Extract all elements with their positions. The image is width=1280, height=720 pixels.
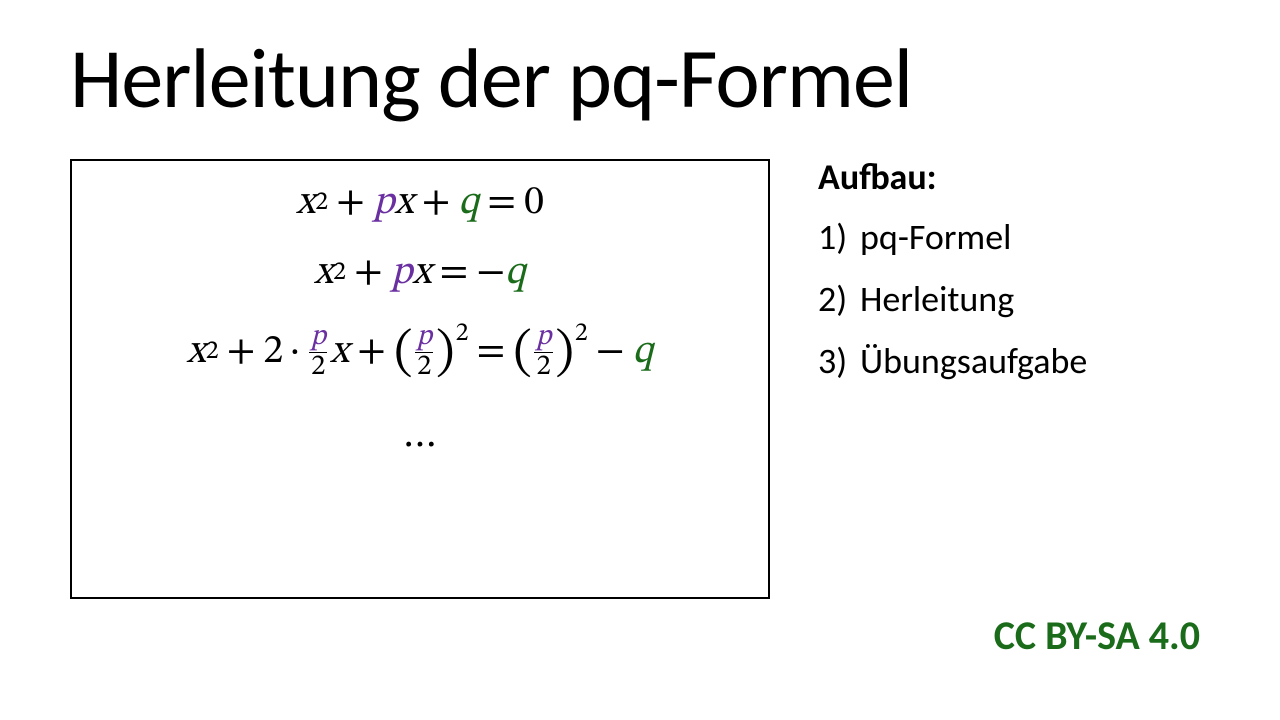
sym-x: x xyxy=(330,332,349,372)
sidebar-item-label: pq-Formel xyxy=(860,219,1011,255)
op-minus: − xyxy=(476,253,505,293)
paren-close: ) xyxy=(555,328,574,380)
frac-p-2: p 2 xyxy=(534,323,553,382)
paren-open: ( xyxy=(513,328,532,380)
sym-sq: 2 xyxy=(333,260,346,286)
slide: Herleitung der pq-Formel x2 + px + q = 0… xyxy=(0,0,1280,720)
formula-box: x2 + px + q = 0 x2 + px = −q x2 + 2 xyxy=(70,159,770,599)
op-eq: = xyxy=(487,183,516,223)
sidebar-item-label: Herleitung xyxy=(860,281,1014,317)
sym-p: p xyxy=(373,183,394,223)
equation-3: x2 + 2 · p 2 x + ( p 2 ) 2 xyxy=(187,323,654,382)
sym-sq: 2 xyxy=(456,321,469,347)
sym-zero: 0 xyxy=(524,183,544,223)
op-cdot: · xyxy=(289,332,300,372)
license-badge: CC BY-SA 4.0 xyxy=(994,611,1200,660)
sidebar-item-number: 2) xyxy=(818,281,860,317)
sidebar-item-label: Übungsaufgabe xyxy=(860,343,1087,379)
sidebar-item-number: 1) xyxy=(818,219,860,255)
sym-sq: 2 xyxy=(315,190,328,216)
sym-two: 2 xyxy=(415,352,433,382)
op-eq: = xyxy=(476,332,505,372)
sym-x: x xyxy=(394,183,413,223)
sidebar-item-number: 3) xyxy=(818,343,860,379)
sidebar-item: 1) pq-Formel xyxy=(818,219,1087,255)
sym-q: q xyxy=(458,183,479,223)
sym-two: 2 xyxy=(309,352,327,382)
sym-two: 2 xyxy=(534,352,552,382)
equation-1: x2 + px + q = 0 xyxy=(296,183,544,223)
ellipsis: … xyxy=(402,416,437,456)
sym-p: p xyxy=(534,323,553,352)
sidebar-item: 2) Herleitung xyxy=(818,281,1087,317)
sym-x: x xyxy=(412,253,431,293)
equation-2: x2 + px = −q xyxy=(314,253,526,293)
p-over-2-squared: ( p 2 ) 2 xyxy=(394,323,469,382)
p-over-2-squared: ( p 2 ) 2 xyxy=(513,323,588,382)
frac-p-2: p 2 xyxy=(415,323,434,382)
sym-p: p xyxy=(415,323,434,352)
frac-p-2: p 2 xyxy=(309,323,328,382)
sym-p: p xyxy=(391,253,412,293)
sym-x: x xyxy=(314,253,333,293)
sym-sq: 2 xyxy=(575,321,588,347)
sym-sq: 2 xyxy=(206,339,219,365)
sidebar: Aufbau: 1) pq-Formel 2) Herleitung 3) Üb… xyxy=(818,159,1087,599)
sym-q: q xyxy=(505,253,526,293)
op-minus: − xyxy=(596,332,625,372)
sym-x: x xyxy=(296,183,315,223)
sidebar-heading: Aufbau: xyxy=(818,159,1087,195)
op-plus: + xyxy=(336,183,365,223)
op-plus: + xyxy=(422,183,451,223)
op-plus: + xyxy=(227,332,256,372)
sym-two: 2 xyxy=(263,332,283,372)
op-plus: + xyxy=(354,253,383,293)
op-eq: = xyxy=(440,253,469,293)
sym-p: p xyxy=(309,323,328,352)
sym-x: x xyxy=(187,332,206,372)
page-title: Herleitung der pq-Formel xyxy=(70,35,1210,123)
content-row: x2 + px + q = 0 x2 + px = −q x2 + 2 xyxy=(70,159,1210,599)
paren-open: ( xyxy=(394,328,413,380)
paren-close: ) xyxy=(436,328,455,380)
sym-q: q xyxy=(633,332,654,372)
sidebar-item: 3) Übungsaufgabe xyxy=(818,343,1087,379)
op-plus: + xyxy=(357,332,386,372)
